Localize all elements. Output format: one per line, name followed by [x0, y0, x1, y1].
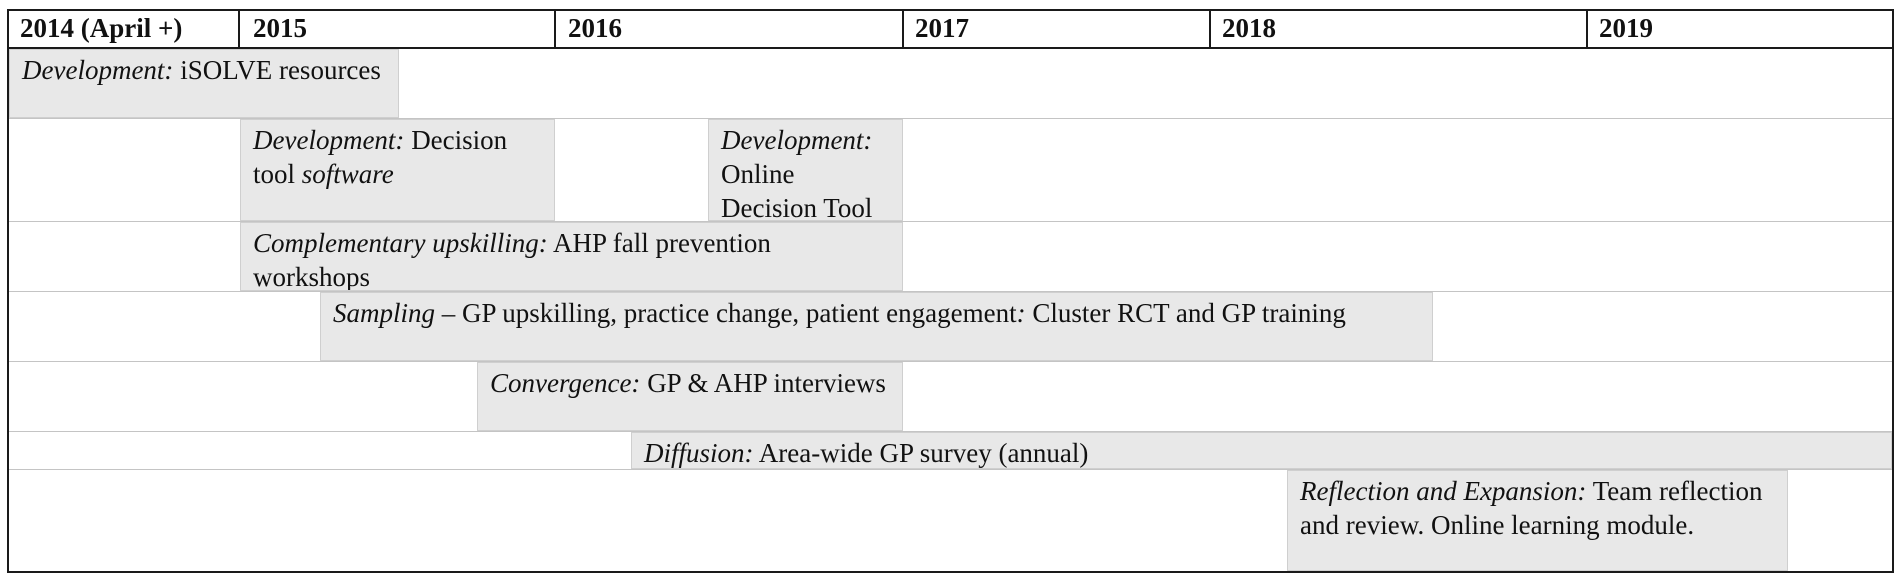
activity-description: Decision tool	[253, 125, 508, 189]
activity-bar-online-decision-tool: Development: Online Decision Tool	[708, 119, 903, 221]
activity-description: Online Decision Tool	[721, 159, 873, 221]
activity-bar-reflection-expansion: Reflection and Expansion: Team reflectio…	[1287, 470, 1788, 571]
activity-description: Cluster RCT and GP training	[1025, 298, 1346, 328]
row-divider	[9, 291, 1892, 292]
header-divider	[7, 47, 1894, 49]
row-divider	[9, 431, 1892, 432]
activity-description: iSOLVE resources	[173, 55, 381, 85]
activity-stage: Diffusion:	[644, 438, 754, 468]
year-column-divider	[238, 9, 240, 49]
activity-bar-interviews: Convergence: GP & AHP interviews	[477, 362, 903, 431]
year-label-2016: 2016	[568, 13, 622, 43]
year-column-divider	[902, 9, 904, 49]
year-label-2019: 2019	[1599, 13, 1653, 43]
row-divider	[9, 469, 1892, 470]
year-label-2018: 2018	[1222, 13, 1276, 43]
activity-description: AHP fall prevention workshops	[253, 228, 771, 291]
activity-description: Team reflection and review. Online learn…	[1300, 476, 1763, 540]
activity-bar-decision-tool-software: Development: Decision tool software	[240, 119, 555, 221]
activity-stage: Development:	[22, 55, 174, 85]
row-divider	[9, 361, 1892, 362]
activity-stage: Sampling	[333, 298, 436, 328]
activity-description-emphasis: software	[301, 159, 394, 189]
year-label-2014: 2014 (April +)	[20, 13, 183, 43]
year-column-divider	[554, 9, 556, 49]
activity-description: – GP upskilling, practice change, patien…	[435, 298, 1017, 328]
activity-description: GP & AHP interviews	[640, 368, 886, 398]
row-divider	[9, 118, 1892, 119]
year-column-divider	[1209, 9, 1211, 49]
row-divider	[9, 221, 1892, 222]
activity-stage: Reflection and Expansion:	[1300, 476, 1587, 506]
activity-description: Area-wide GP survey (annual)	[753, 438, 1089, 468]
activity-stage: Development:	[253, 125, 405, 155]
year-label-2017: 2017	[915, 13, 969, 43]
activity-bar-gp-survey: Diffusion: Area-wide GP survey (annual)	[631, 432, 1892, 469]
year-label-2015: 2015	[253, 13, 307, 43]
activity-bar-cluster-rct: Sampling – GP upskilling, practice chang…	[320, 292, 1433, 361]
table-border	[7, 9, 1894, 573]
activity-bar-ahp-workshops: Complementary upskilling: AHP fall preve…	[240, 222, 903, 291]
activity-stage: Convergence:	[490, 368, 641, 398]
activity-stage: Development:	[721, 125, 873, 155]
year-column-divider	[1586, 9, 1588, 49]
activity-bar-isolve-resources: Development: iSOLVE resources	[9, 49, 399, 118]
activity-description-emphasis: :	[1016, 298, 1026, 328]
activity-stage: Complementary upskilling:	[253, 228, 548, 258]
